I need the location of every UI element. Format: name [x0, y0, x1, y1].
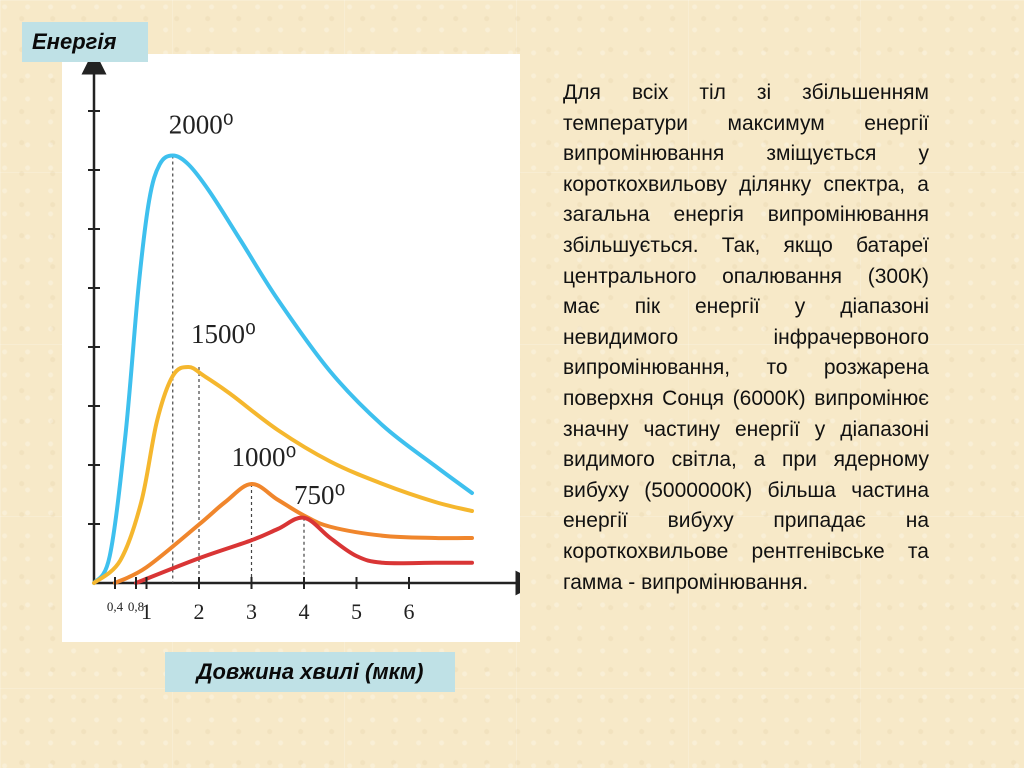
curve-3 — [113, 482, 474, 585]
description-text: Для всіх тіл зі збільшенням температури … — [563, 81, 929, 594]
curve-label: 1000⁰ — [232, 442, 297, 472]
curve-label: 2000⁰ — [169, 110, 234, 140]
y-axis-label: Енергія — [22, 22, 148, 62]
x-tick-label: 5 — [351, 599, 362, 624]
x-axis-label: Довжина хвилі (мкм) — [165, 652, 455, 692]
energy-wavelength-chart: 0,4 0,81 2 3 4 5 6 2000⁰ 1500⁰ 1000⁰ 750⁰ — [81, 54, 520, 624]
x-tick-label: 2 — [194, 599, 205, 624]
curve-1 — [92, 153, 474, 585]
curve-label: 1500⁰ — [191, 319, 256, 349]
chart-panel: 0,4 0,8 1 2 3 4 5 6 2000⁰ 1500⁰ 1000⁰ 750⁰ — [62, 54, 520, 642]
x-tick-label: 0,4 — [107, 599, 124, 614]
x-tick-label: 4 — [299, 599, 310, 624]
curve-2 — [92, 364, 474, 585]
curve-label: 750⁰ — [294, 480, 345, 510]
x-tick-label: 3 — [246, 599, 257, 624]
x-tick-label: 0,8 — [128, 599, 144, 614]
x-tick-label: 1 — [141, 599, 152, 624]
x-tick-label: 6 — [404, 599, 415, 624]
curve-4 — [134, 515, 474, 585]
